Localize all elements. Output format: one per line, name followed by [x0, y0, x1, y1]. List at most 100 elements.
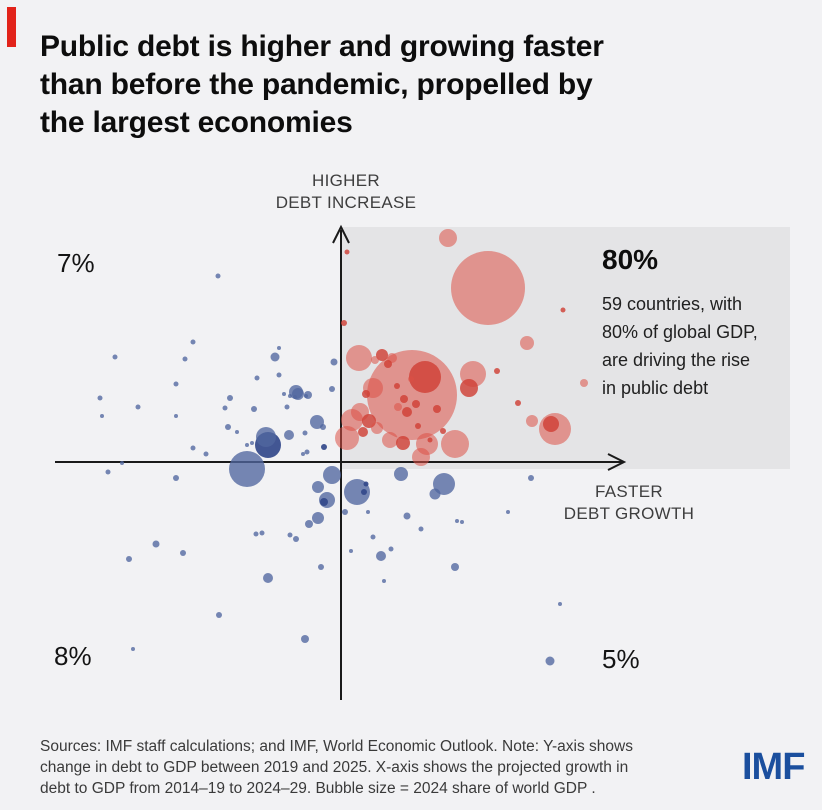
annotation-body: 59 countries, with 80% of global GDP, ar… [602, 290, 787, 402]
sources-line-3: debt to GDP from 2014–19 to 2024–29. Bub… [40, 780, 596, 797]
bubble [284, 430, 294, 440]
bubble [382, 579, 386, 583]
bubble [361, 489, 367, 495]
bubble [120, 461, 124, 465]
bubble [229, 451, 265, 487]
bubble [174, 414, 178, 418]
sources-line-1: Sources: IMF staff calculations; and IMF… [40, 738, 633, 755]
bubble [289, 385, 303, 399]
bubble [330, 358, 338, 366]
annotation-body-line-3: are driving the rise [602, 350, 751, 370]
bubble [301, 452, 305, 456]
bubble [528, 475, 534, 481]
sources-note: Sources: IMF staff calculations; and IMF… [40, 736, 690, 799]
bubble [321, 444, 327, 450]
bubble [310, 415, 324, 429]
bubble [288, 394, 292, 398]
bubble [370, 534, 376, 540]
bubble [320, 424, 326, 430]
bubble [135, 404, 141, 410]
y-axis-label: HIGHER DEBT INCREASE [246, 170, 446, 214]
share-label-bottom-left: 8% [54, 641, 92, 671]
bubble [323, 466, 341, 484]
bubble [376, 551, 386, 561]
bubble [131, 647, 135, 651]
bubble [312, 481, 324, 493]
bubble [312, 512, 324, 524]
bubble [318, 564, 324, 570]
bubble [287, 532, 293, 538]
bubble [263, 573, 273, 583]
bubble [112, 354, 118, 360]
bubble [292, 388, 304, 400]
bubble [394, 467, 408, 481]
bubble [293, 395, 297, 399]
highlight-annotation: 80% 59 countries, with 80% of global GDP… [602, 244, 787, 402]
annotation-body-line-4: in public debt [602, 378, 709, 398]
bubble [451, 563, 459, 571]
bubble [152, 540, 160, 548]
share-label-bottom-right: 5% [602, 644, 640, 674]
bubble [182, 356, 188, 362]
x-axis-label: FASTER DEBT GROWTH [539, 481, 719, 525]
annotation-headline: 80% [602, 244, 659, 275]
bubble [190, 339, 196, 345]
y-axis-label-line-1: HIGHER [312, 171, 380, 190]
bubble [250, 441, 254, 445]
chart-title-line-2: than before the pandemic, propelled by [40, 68, 593, 101]
bubble [277, 346, 281, 350]
bubble [293, 536, 299, 542]
bubble [203, 451, 209, 457]
bubble [222, 405, 228, 411]
bubble [270, 352, 280, 362]
bubble [173, 475, 179, 481]
bubble [304, 449, 310, 455]
bubble [342, 509, 348, 515]
chart-title: Public debt is higher and growing faster… [40, 28, 770, 142]
bubble [363, 481, 369, 487]
bubble [105, 469, 111, 475]
bubble [344, 479, 370, 505]
bubble [254, 375, 260, 381]
bubble [301, 635, 309, 643]
bubble [215, 273, 221, 279]
bubble [245, 443, 249, 447]
sources-line-2: change in debt to GDP between 2019 and 2… [40, 759, 629, 776]
bubble [251, 406, 257, 412]
chart-title-line-3: the largest economies [40, 106, 353, 139]
bubble [126, 556, 132, 562]
bubble [216, 612, 222, 618]
bubble [545, 656, 555, 666]
bubble [97, 395, 103, 401]
x-axis-label-line-1: FASTER [595, 482, 663, 501]
red-accent-bar [7, 7, 16, 47]
bubble [180, 550, 186, 556]
bubble [433, 473, 455, 495]
imf-logo: IMF [742, 746, 805, 788]
bubble [418, 526, 424, 532]
bubble [319, 492, 335, 508]
share-label-top-left: 7% [57, 248, 95, 278]
bubble [305, 520, 313, 528]
bubble [253, 531, 259, 537]
bubble [302, 430, 308, 436]
bubble [256, 427, 276, 447]
bubble [558, 602, 562, 606]
bubble [284, 404, 290, 410]
bubble [320, 498, 328, 506]
bubble [460, 520, 464, 524]
bubble [235, 430, 239, 434]
chart-title-line-1: Public debt is higher and growing faster [40, 30, 604, 63]
bubble [329, 386, 335, 392]
bubble [506, 510, 510, 514]
bubble [173, 381, 179, 387]
bubble [282, 392, 286, 396]
bubble [259, 530, 265, 536]
bubble [227, 395, 233, 401]
annotation-body-line-1: 59 countries, with [602, 294, 743, 314]
bubble [304, 394, 308, 398]
bubble [190, 445, 196, 451]
bubble [304, 391, 312, 399]
bubble [455, 519, 459, 523]
